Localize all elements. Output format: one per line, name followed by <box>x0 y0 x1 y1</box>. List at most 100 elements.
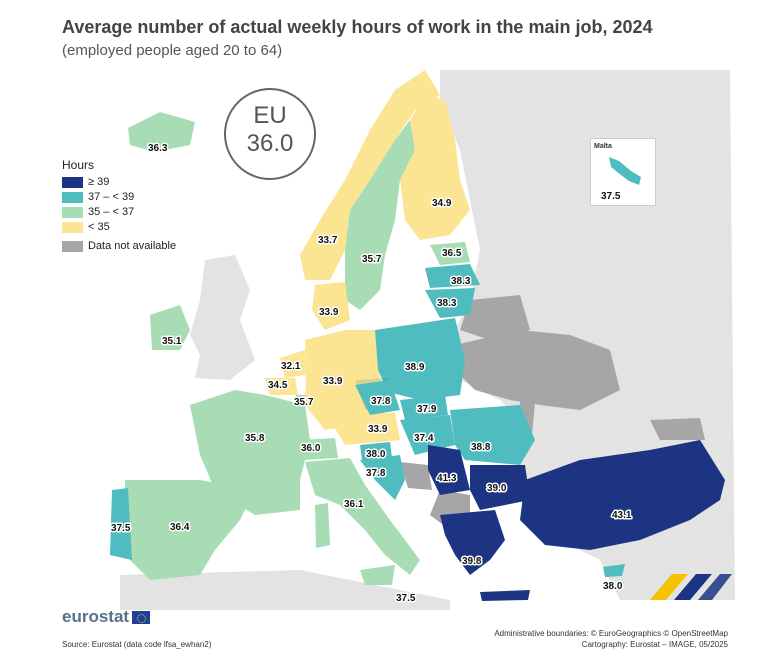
label-fi: 34.9 <box>432 198 452 209</box>
region-denmark <box>312 282 350 330</box>
region-georgia <box>650 418 705 440</box>
label-hu: 37.4 <box>414 433 434 444</box>
region-netherlands <box>280 350 306 378</box>
label-lt: 38.3 <box>437 298 457 309</box>
region-greece <box>440 510 505 575</box>
region-crete <box>480 590 530 601</box>
region-czechia-fill <box>355 380 400 415</box>
region-croatia <box>360 455 405 500</box>
region-switzerland <box>300 438 338 460</box>
label-it: 36.1 <box>344 499 364 510</box>
land-uk <box>190 255 255 380</box>
label-ch: 36.0 <box>301 443 321 454</box>
eu-value: 36.0 <box>246 130 294 157</box>
label-sk: 37.9 <box>417 404 437 415</box>
legend-label: 35 – < 37 <box>88 206 135 218</box>
label-bg: 39.0 <box>487 483 507 494</box>
label-mt-main: 37.5 <box>396 593 416 604</box>
legend-title: Hours <box>62 158 95 172</box>
label-si: 38.0 <box>366 449 386 460</box>
region-turkey <box>520 440 725 550</box>
region-belgium <box>265 378 298 395</box>
eu-average-badge: EU 36.0 <box>224 88 316 180</box>
credit-line: Administrative boundaries: © EuroGeograp… <box>494 629 728 638</box>
map-title: Average number of actual weekly hours of… <box>62 17 653 37</box>
label-rs: 41.3 <box>437 473 457 484</box>
label-dk: 33.9 <box>319 307 339 318</box>
region-spain <box>125 480 255 580</box>
land-north-africa <box>120 570 450 610</box>
region-cyprus <box>603 564 625 577</box>
region-finland <box>400 95 470 240</box>
malta-inset: Malta 37.5 <box>590 138 656 206</box>
region-slovakia <box>400 395 448 420</box>
region-italy <box>305 458 420 575</box>
region-luxembourg <box>296 395 306 405</box>
legend-item: ≥ 39 <box>62 175 176 189</box>
legend-item-na: Data not available <box>62 239 176 253</box>
region-portugal <box>110 488 132 560</box>
region-latvia <box>425 264 480 288</box>
label-ie: 35.1 <box>162 336 182 347</box>
legend-label: < 35 <box>88 221 110 233</box>
label-cz: 37.8 <box>371 396 391 407</box>
region-ukraine <box>455 330 620 410</box>
credits: Administrative boundaries: © EuroGeograp… <box>494 628 728 650</box>
region-ireland <box>150 305 190 350</box>
region-romania <box>450 405 535 465</box>
legend-swatch <box>62 221 83 233</box>
region-norway <box>300 70 440 280</box>
source-note: Source: Eurostat (data code lfsa_ewhan2) <box>62 640 212 649</box>
legend-item: < 35 <box>62 220 176 234</box>
label-no: 33.7 <box>318 235 338 246</box>
malta-shape <box>609 157 641 185</box>
brand-name: eurostat <box>62 607 130 626</box>
label-el: 39.8 <box>462 556 482 567</box>
label-lu: 35.7 <box>294 397 314 408</box>
label-de: 33.9 <box>323 376 343 387</box>
label-nl: 32.1 <box>281 361 301 372</box>
region-sardinia <box>315 503 330 548</box>
legend-swatch <box>62 206 83 218</box>
inset-value: 37.5 <box>601 191 621 202</box>
region-sicily <box>360 565 395 585</box>
map-subtitle: (employed people aged 20 to 64) <box>62 42 283 59</box>
legend-swatch <box>62 176 83 188</box>
label-hr: 37.8 <box>366 468 386 479</box>
legend: Hours ≥ 39 37 – < 39 35 – < 37 < 35 Data… <box>62 158 176 254</box>
label-es: 36.4 <box>170 522 190 533</box>
label-be: 34.5 <box>268 380 288 391</box>
region-slovenia <box>360 442 392 460</box>
credit-line: Cartography: Eurostat – IMAGE, 05/2025 <box>581 640 728 649</box>
value-labels: 36.3 33.7 35.7 34.9 36.5 38.3 38.3 33.9 … <box>110 142 634 606</box>
legend-swatch <box>62 240 83 252</box>
image-logo-icon <box>650 574 732 600</box>
legend-item: 35 – < 37 <box>62 205 176 219</box>
region-hungary <box>400 415 455 455</box>
region-serbia <box>428 445 470 495</box>
label-ro: 38.8 <box>471 442 491 453</box>
label-is: 36.3 <box>148 143 168 154</box>
label-se: 35.7 <box>362 254 382 265</box>
legend-swatch <box>62 191 83 203</box>
eu-label: EU <box>253 102 287 129</box>
region-austria <box>330 412 400 445</box>
region-sweden <box>345 120 415 310</box>
region-estonia <box>430 242 470 265</box>
label-pt: 37.5 <box>111 523 131 534</box>
region-bulgaria <box>470 465 530 510</box>
label-at: 33.9 <box>368 424 388 435</box>
label-lv: 38.3 <box>451 276 471 287</box>
label-pl: 38.9 <box>405 362 425 373</box>
region-belarus <box>460 295 530 340</box>
region-bosnia <box>400 462 432 490</box>
legend-item: 37 – < 39 <box>62 190 176 204</box>
region-poland <box>375 318 465 400</box>
legend-label: 37 – < 39 <box>88 191 135 203</box>
label-ee: 36.5 <box>442 248 462 259</box>
region-iceland <box>128 112 195 152</box>
eu-flag-icon <box>132 610 151 624</box>
label-tr: 43.1 <box>612 510 632 521</box>
label-fr: 35.8 <box>245 433 265 444</box>
